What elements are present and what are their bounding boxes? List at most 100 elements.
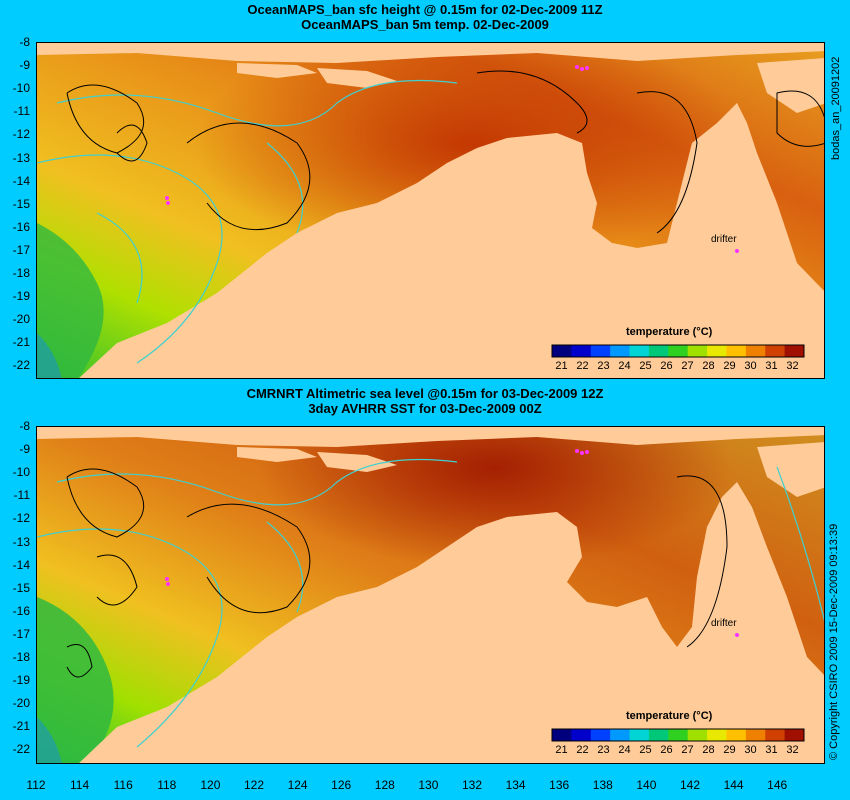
colorbar-swatch: [648, 729, 669, 741]
colorbar-tick-label: 24: [618, 360, 631, 372]
x-tick-label: 116: [113, 778, 133, 792]
x-tick-label: 114: [70, 778, 90, 792]
colorbar-swatch: [668, 729, 689, 741]
island-flores: [317, 452, 397, 472]
colorbar-swatch: [687, 729, 708, 741]
cool-water-sw: [37, 223, 104, 378]
bottom-title-1: CMRNRT Altimetric sea level @0.15m for 0…: [246, 386, 604, 401]
cool-water-corner: [37, 333, 62, 378]
x-tick-label: 112: [26, 778, 46, 792]
island-sumba: [237, 447, 317, 462]
y-tick-label: -16: [12, 219, 30, 234]
y-tick-label: -21: [12, 335, 30, 350]
x-tick-label: 140: [636, 778, 657, 792]
colorbar-swatch: [629, 729, 650, 741]
colorbar-tick-label: 26: [660, 360, 673, 372]
australia-land: [79, 103, 824, 378]
cyan-contours: [37, 458, 824, 748]
colorbar-tick-label: 21: [555, 744, 568, 756]
y-tick-label: -18: [12, 650, 30, 664]
x-tick-label: 134: [505, 778, 526, 792]
y-tick-label: -22: [12, 742, 30, 757]
y-tick-label: -16: [12, 603, 30, 618]
x-tick-label: 142: [679, 778, 701, 792]
island-sumba: [237, 63, 317, 78]
colorbar-tick-label: 25: [639, 360, 652, 372]
x-tick-label: 120: [200, 778, 221, 792]
colorbar-swatch: [590, 345, 611, 357]
colorbar-swatch: [668, 345, 689, 357]
colorbar-tick-label: 30: [744, 744, 757, 756]
bottom-side-label: © Copyright CSIRO 2009 15-Dec-2009 09:13…: [828, 523, 840, 760]
colorbar-tick-label: 27: [681, 360, 694, 372]
x-tick-label: 126: [331, 778, 352, 792]
colorbar-tick-label: 22: [576, 744, 589, 756]
colorbar-swatch: [571, 345, 592, 357]
y-tick-label: -13: [12, 150, 30, 165]
bottom-drifter-label: drifter: [711, 618, 737, 629]
australia-land: [79, 482, 824, 763]
colorbar-swatch: [610, 729, 631, 741]
y-tick-label: -22: [12, 358, 30, 373]
colorbar-tick-label: 27: [681, 744, 694, 756]
colorbar-tick-label: 30: [744, 360, 757, 372]
top-title-2: OceanMAPS_ban 5m temp. 02-Dec-2009: [301, 17, 549, 32]
cyan-contours: [37, 79, 458, 364]
y-tick-label: -20: [12, 696, 30, 711]
island-flores: [317, 68, 397, 88]
colorbar-tick-label: 21: [555, 360, 568, 372]
y-tick-label: -11: [13, 488, 30, 503]
y-tick-label: -8: [19, 35, 30, 49]
x-tick-label: 124: [287, 778, 308, 792]
cool-water-sw: [37, 597, 114, 763]
colorbar-tick-label: 31: [765, 360, 778, 372]
bottom-map-svg: [37, 427, 824, 763]
y-tick-label: -10: [12, 465, 30, 480]
colorbar-tick-label: 29: [723, 360, 736, 372]
y-tick-label: -14: [12, 557, 30, 572]
colorbar-swatch: [765, 729, 786, 741]
x-tick-label: 132: [461, 778, 483, 792]
x-tick-label: 122: [243, 778, 265, 792]
colorbar-tick-label: 28: [702, 744, 715, 756]
colorbar-swatch: [745, 345, 766, 357]
cool-water-corner: [37, 717, 62, 763]
colorbar-swatch: [726, 729, 747, 741]
top-colorbar-title: temperature (°C): [626, 326, 713, 338]
colorbar-swatch: [552, 729, 572, 741]
y-tick-label: -18: [12, 266, 30, 280]
bottom-map-panel: [36, 426, 825, 764]
top-map-panel: [36, 42, 825, 379]
x-tick-label: 146: [767, 778, 788, 792]
colorbar-tick-label: 28: [702, 360, 715, 372]
colorbar-tick-label: 29: [723, 744, 736, 756]
y-tick-label: -9: [19, 58, 30, 73]
y-tick-label: -17: [12, 242, 30, 257]
colorbar-tick-label: 32: [786, 744, 799, 756]
png-land: [757, 442, 824, 497]
y-tick-label: -12: [12, 127, 30, 142]
colorbar-swatch: [552, 345, 572, 357]
colorbar-swatch: [687, 345, 708, 357]
top-colorbar: [551, 344, 805, 358]
colorbar-tick-label: 23: [597, 360, 610, 372]
black-contours: [66, 70, 824, 234]
y-tick-label: -15: [12, 580, 30, 595]
y-tick-label: -12: [12, 511, 30, 526]
y-tick-label: -17: [12, 626, 30, 641]
x-tick-label: 136: [549, 778, 570, 792]
y-tick-label: -8: [19, 419, 30, 433]
y-tick-label: -15: [12, 196, 30, 211]
colorbar-swatch: [707, 345, 727, 357]
colorbar-swatch: [571, 729, 592, 741]
bottom-colorbar: [551, 728, 805, 742]
colorbar-tick-label: 23: [597, 744, 610, 756]
colorbar-swatch: [590, 729, 611, 741]
colorbar-tick-label: 32: [786, 360, 799, 372]
colorbar-swatch: [784, 345, 805, 357]
png-land: [757, 58, 824, 113]
y-tick-label: -10: [12, 81, 30, 96]
y-tick-label: -14: [12, 173, 30, 188]
top-title-1: OceanMAPS_ban sfc height @ 0.15m for 02-…: [247, 2, 603, 17]
top-map-svg: [37, 43, 824, 378]
